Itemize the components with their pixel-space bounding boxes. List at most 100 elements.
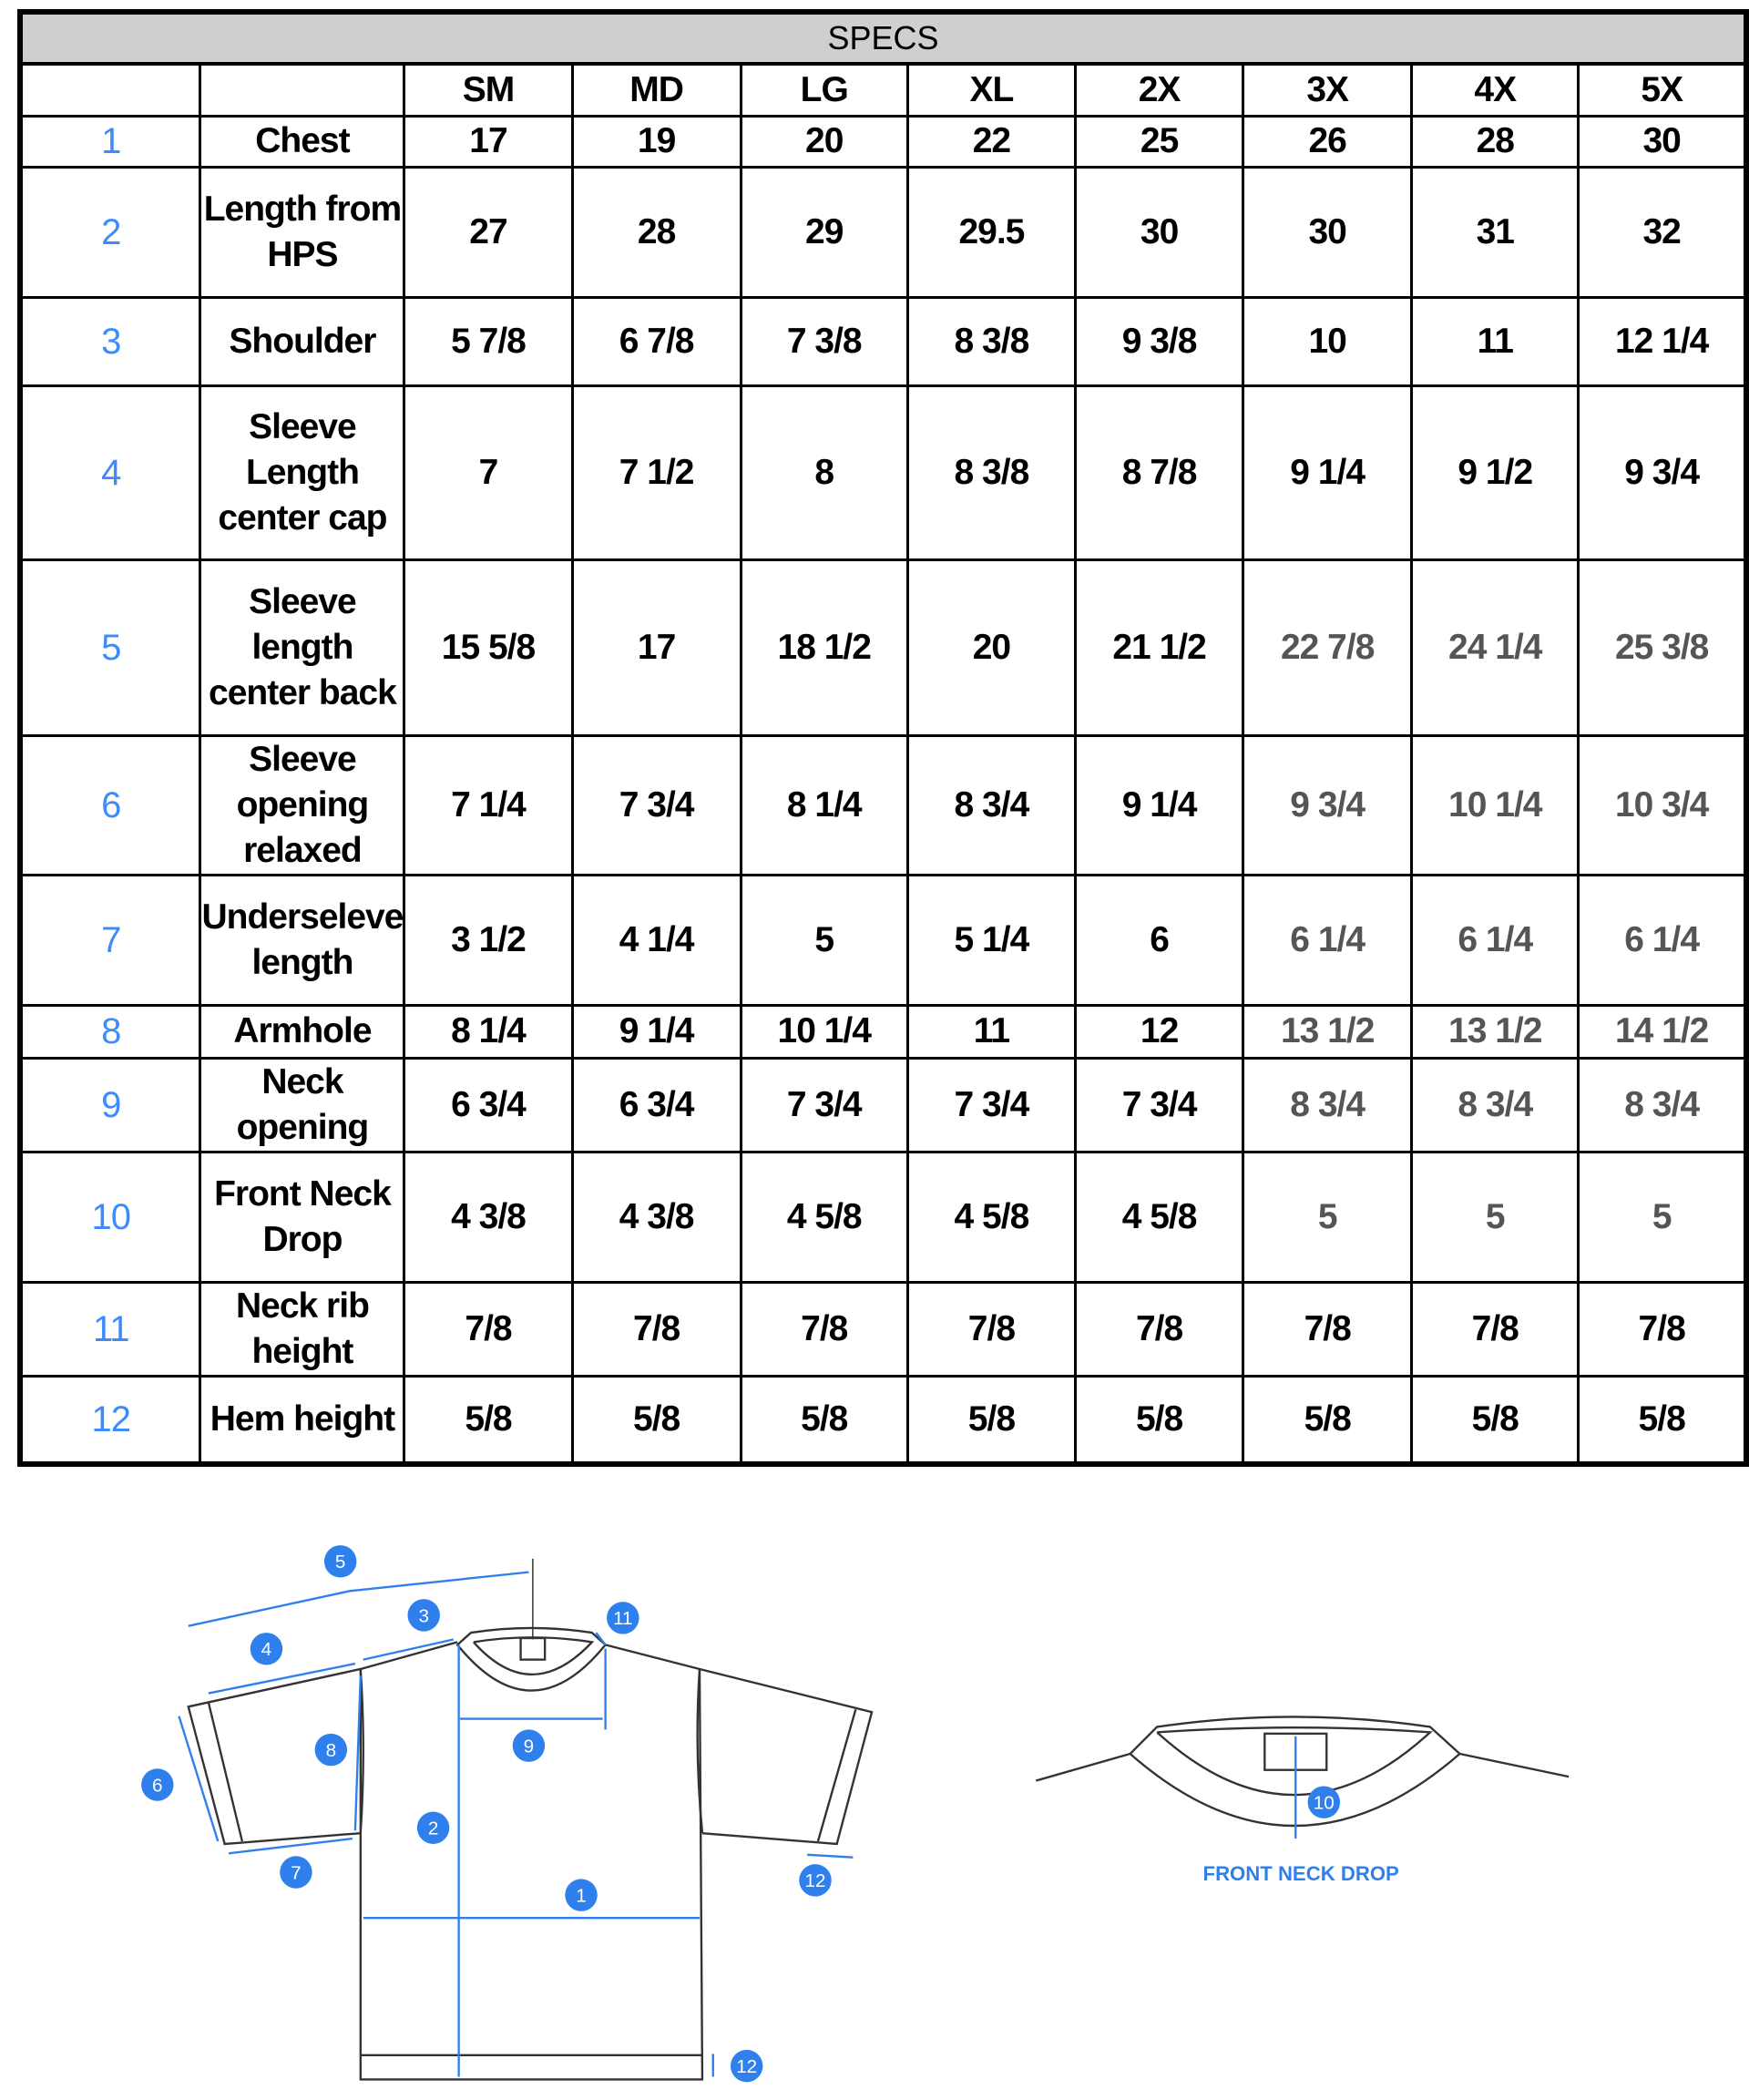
value-cell-2x: 12 [1074, 1003, 1245, 1060]
table-row: 1 Chest 17 19 20 22 25 26 28 30 [18, 114, 1748, 169]
arrow-4 [208, 1662, 356, 1695]
right-shoulder [605, 1644, 874, 1846]
value-cell-5x: 6 1/4 [1577, 873, 1748, 1007]
marker-2: 2 [416, 1811, 450, 1844]
marker-circle [323, 1545, 357, 1578]
value-cell-3x: 7/8 [1242, 1280, 1414, 1378]
marker-4: 4 [250, 1633, 283, 1665]
value-cell-3x: 5 [1242, 1150, 1414, 1284]
value-cell-sm: 27 [403, 165, 574, 299]
value-cell-md: 5/8 [570, 1374, 742, 1466]
value-cell-2x: 21 1/2 [1074, 558, 1245, 737]
value-cell-2x: 7/8 [1074, 1280, 1245, 1378]
marker-circle [407, 1599, 440, 1632]
value-cell-lg: 20 [739, 114, 909, 169]
value-cell-3x: 26 [1242, 114, 1414, 169]
table-title: SPECS [18, 10, 1748, 66]
value-cell-sm: 17 [403, 114, 574, 169]
marker-1: 1 [565, 1879, 598, 1911]
value-cell-xl: 20 [905, 558, 1078, 737]
table-row: 7 Underseleve length 3 1/2 4 1/4 5 5 1/4 6 6 1/… [18, 873, 1748, 1007]
shirt-measurement-diagram: 5 3 11 4 8 6 9 2 7 1 12 12 10 FRONT NECK DROP [141, 1545, 1570, 2083]
size-header-5x: 5X [1577, 62, 1748, 118]
value-cell-lg: 8 1/4 [739, 733, 909, 876]
marker-9: 9 [512, 1729, 546, 1762]
measurement-number: 4 [18, 384, 202, 561]
value-cell-4x: 5/8 [1410, 1374, 1580, 1466]
value-cell-md: 7 3/4 [570, 733, 742, 876]
value-cell-xl: 8 3/4 [905, 733, 1078, 876]
left-armhole [359, 1668, 364, 1834]
value-cell-2x: 8 7/8 [1074, 384, 1245, 561]
measurement-label: Length from HPS [199, 165, 406, 299]
shirt-body-outline [359, 1668, 704, 2081]
marker-number: 2 [428, 1818, 439, 1839]
value-cell-xl: 22 [905, 114, 1078, 169]
value-cell-xl: 29.5 [905, 165, 1078, 299]
measurement-label: Neck rib height [199, 1280, 406, 1378]
empty-cell [18, 62, 202, 118]
marker-number: 4 [261, 1639, 272, 1660]
measurement-number: 7 [18, 873, 202, 1007]
empty-cell [199, 62, 406, 118]
measurement-number: 1 [18, 114, 202, 169]
table-row: 4 Sleeve Length center cap 7 7 1/2 8 8 3/8 8 7… [18, 384, 1748, 561]
collar-inner [472, 1636, 595, 1676]
value-cell-5x: 12 1/4 [1577, 295, 1748, 387]
table-row: 10 Front Neck Drop 4 3/8 4 3/8 4 5/8 4 5/8 4 5… [18, 1150, 1748, 1284]
value-cell-sm: 8 1/4 [403, 1003, 574, 1060]
value-cell-sm: 15 5/8 [403, 558, 574, 737]
table-row: 5 Sleeve length center back 15 5/8 17 18 1/2… [18, 558, 1748, 737]
value-cell-3x: 5/8 [1242, 1374, 1414, 1466]
value-cell-4x: 7/8 [1410, 1280, 1580, 1378]
marker-number: 6 [152, 1775, 163, 1796]
value-cell-lg: 4 5/8 [739, 1150, 909, 1284]
marker-6: 6 [141, 1768, 174, 1801]
measurement-number: 11 [18, 1280, 202, 1378]
arrow-6 [178, 1716, 220, 1842]
marker-circle [1307, 1786, 1341, 1818]
value-cell-sm: 7/8 [403, 1280, 574, 1378]
measurement-label: Front Neck Drop [199, 1150, 406, 1284]
value-cell-md: 28 [570, 165, 742, 299]
table-row: 11 Neck rib height 7/8 7/8 7/8 7/8 7/8 7/8 7/8 7/… [18, 1280, 1748, 1378]
value-cell-xl: 5/8 [905, 1374, 1078, 1466]
value-cell-2x: 30 [1074, 165, 1245, 299]
value-cell-lg: 7 3/8 [739, 295, 909, 387]
value-cell-2x: 9 1/4 [1074, 733, 1245, 876]
collar-outer [455, 1626, 608, 1692]
value-cell-4x: 24 1/4 [1410, 558, 1580, 737]
marker-number: 1 [576, 1885, 587, 1906]
arrow-3 [363, 1638, 454, 1661]
value-cell-md: 6 7/8 [570, 295, 742, 387]
size-header-sm: SM [403, 62, 574, 118]
value-cell-xl: 8 3/8 [905, 295, 1078, 387]
measurement-number: 8 [18, 1003, 202, 1060]
tshirt-flat-sketch [187, 1626, 874, 2081]
measurement-number: 6 [18, 733, 202, 876]
value-cell-3x: 9 1/4 [1242, 384, 1414, 561]
marker-number: 12 [805, 1870, 826, 1891]
value-cell-3x: 22 7/8 [1242, 558, 1414, 737]
arrow-5 [188, 1571, 529, 1627]
table-row: 2 Length from HPS 27 28 29 29.5 30 30 31 32 [18, 165, 1748, 299]
value-cell-md: 4 3/8 [570, 1150, 742, 1284]
marker-circle [607, 1602, 639, 1634]
value-cell-4x: 10 1/4 [1410, 733, 1580, 876]
measurement-label: Shoulder [199, 295, 406, 387]
marker-number: 3 [418, 1605, 429, 1626]
value-cell-4x: 31 [1410, 165, 1580, 299]
marker-number: 11 [613, 1608, 632, 1629]
size-header-md: MD [570, 62, 742, 118]
value-cell-4x: 11 [1410, 295, 1580, 387]
value-cell-3x: 9 3/4 [1242, 733, 1414, 876]
table-row: 9 Neck opening 6 3/4 6 3/4 7 3/4 7 3/4 7 3/4 8 … [18, 1056, 1748, 1153]
title-row: SPECS [18, 10, 1748, 66]
value-cell-lg: 29 [739, 165, 909, 299]
marker-circle [565, 1879, 598, 1911]
value-cell-xl: 8 3/8 [905, 384, 1078, 561]
marker-12: 12 [799, 1864, 832, 1897]
measurement-number: 5 [18, 558, 202, 737]
value-cell-5x: 9 3/4 [1577, 384, 1748, 561]
value-cell-4x: 9 1/2 [1410, 384, 1580, 561]
